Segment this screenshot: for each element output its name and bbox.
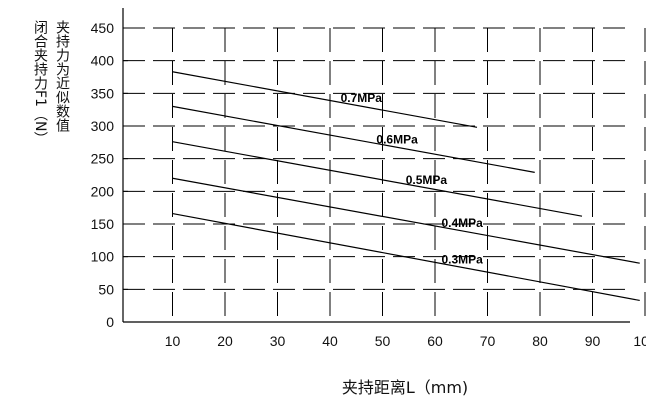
series-label: 0.5MPa: [406, 173, 448, 187]
y-tick-label: 250: [91, 151, 115, 167]
series-label: 0.6MPa: [376, 132, 418, 146]
y-tick-labels: 0 50 100 150 200 250 300 350 400 450: [91, 20, 128, 330]
series-line: [172, 177, 640, 264]
series-labels: 0.7MPa 0.6MPa 0.5MPa 0.4MPa 0.3MPa: [341, 91, 484, 266]
x-axis-label: 夹持距离L（mm): [342, 378, 468, 397]
x-tick-label: 70: [480, 333, 496, 349]
y-axis-label-inner: 夹持力为近似数值: [54, 20, 70, 132]
grid: [123, 27, 646, 322]
series-line: [172, 141, 583, 217]
y-tick-label: 0: [106, 314, 114, 330]
series-label: 0.4MPa: [442, 216, 484, 230]
series-line: [172, 105, 535, 173]
y-tick-label: 100: [91, 249, 115, 265]
x-tick-label: 80: [532, 333, 548, 349]
y-tick-label: 450: [91, 20, 115, 36]
y-axis-label-outer: 闭合夹持力F1（N）: [32, 20, 48, 145]
series-line: [172, 212, 640, 302]
x-tick-label: 50: [375, 333, 391, 349]
x-tick-label: 10: [165, 333, 181, 349]
y-tick-label: 50: [98, 281, 114, 297]
axes: [122, 8, 630, 323]
series-label: 0.7MPa: [341, 91, 383, 105]
x-tick-labels: 10 20 30 40 50 60 70 80 90 100: [165, 333, 646, 349]
series-line: [172, 71, 478, 128]
x-tick-label: 60: [427, 333, 443, 349]
series-label: 0.3MPa: [442, 252, 484, 266]
x-tick-label: 40: [322, 333, 338, 349]
y-tick-label: 200: [91, 183, 115, 199]
x-tick-label: 90: [585, 333, 601, 349]
x-tick-label: 100: [633, 333, 646, 349]
y-tick-label: 150: [91, 216, 115, 232]
x-tick-label: 30: [270, 333, 286, 349]
y-tick-label: 400: [91, 53, 115, 69]
y-tick-label: 350: [91, 85, 115, 101]
x-tick-label: 20: [217, 333, 233, 349]
y-tick-label: 300: [91, 118, 115, 134]
series-lines: [172, 71, 640, 302]
